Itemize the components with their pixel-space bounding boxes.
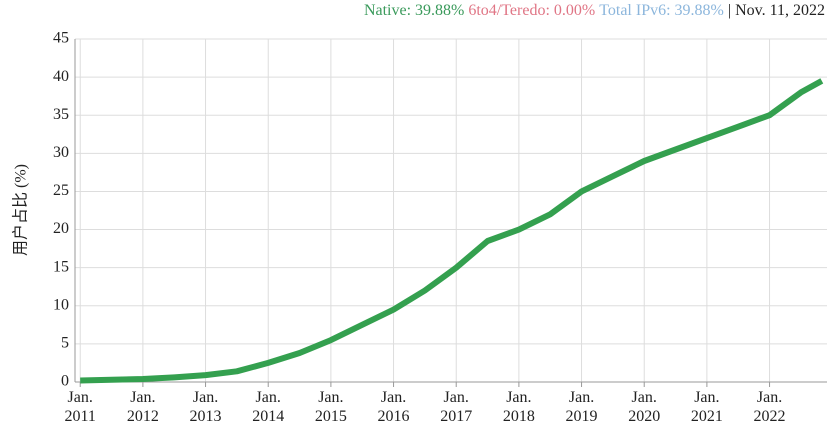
x-tick-label: Jan. 2021: [690, 389, 723, 425]
x-tick-label: Jan. 2020: [628, 389, 661, 425]
header-item: Total IPv6: 39.88%: [599, 2, 724, 19]
series-line: [80, 78, 824, 384]
x-tick-label: Jan. 2016: [377, 389, 410, 425]
y-axis-label: 用户占比 (%): [12, 164, 30, 256]
y-tick-label: 35: [53, 106, 69, 123]
y-tick-label: 0: [61, 373, 69, 390]
header-item: | Nov. 11, 2022: [727, 2, 825, 19]
y-tick-label: 20: [53, 220, 69, 237]
header-item: Native: 39.88%: [363, 2, 465, 19]
y-tick-label: 15: [53, 258, 69, 275]
header: Native: 39.88% 6to4/Teredo: 0.00% Total IP…: [360, 2, 825, 20]
y-tick-label: 5: [61, 335, 69, 352]
x-tick-label: Jan. 2018: [502, 389, 535, 425]
x-tick-label: Jan. 2015: [314, 389, 347, 425]
header-item: 6to4/Teredo: 0.00%: [468, 2, 596, 19]
x-tick-label: Jan. 2019: [565, 389, 598, 425]
y-tick-label: 10: [53, 296, 69, 313]
x-tick-label: Jan. 2014: [252, 389, 285, 425]
x-tick-label: Jan. 2013: [189, 389, 222, 425]
y-tick-label: 30: [53, 144, 69, 161]
x-tick-label: Jan. 2012: [126, 389, 159, 425]
y-tick-label: 40: [53, 68, 69, 85]
y-tick-label: 25: [53, 182, 69, 199]
x-tick-label: Jan. 2022: [753, 389, 786, 425]
x-tick-label: Jan. 2011: [64, 389, 96, 425]
y-tick-label: 45: [53, 30, 69, 47]
x-tick-label: Jan. 2017: [440, 389, 473, 425]
